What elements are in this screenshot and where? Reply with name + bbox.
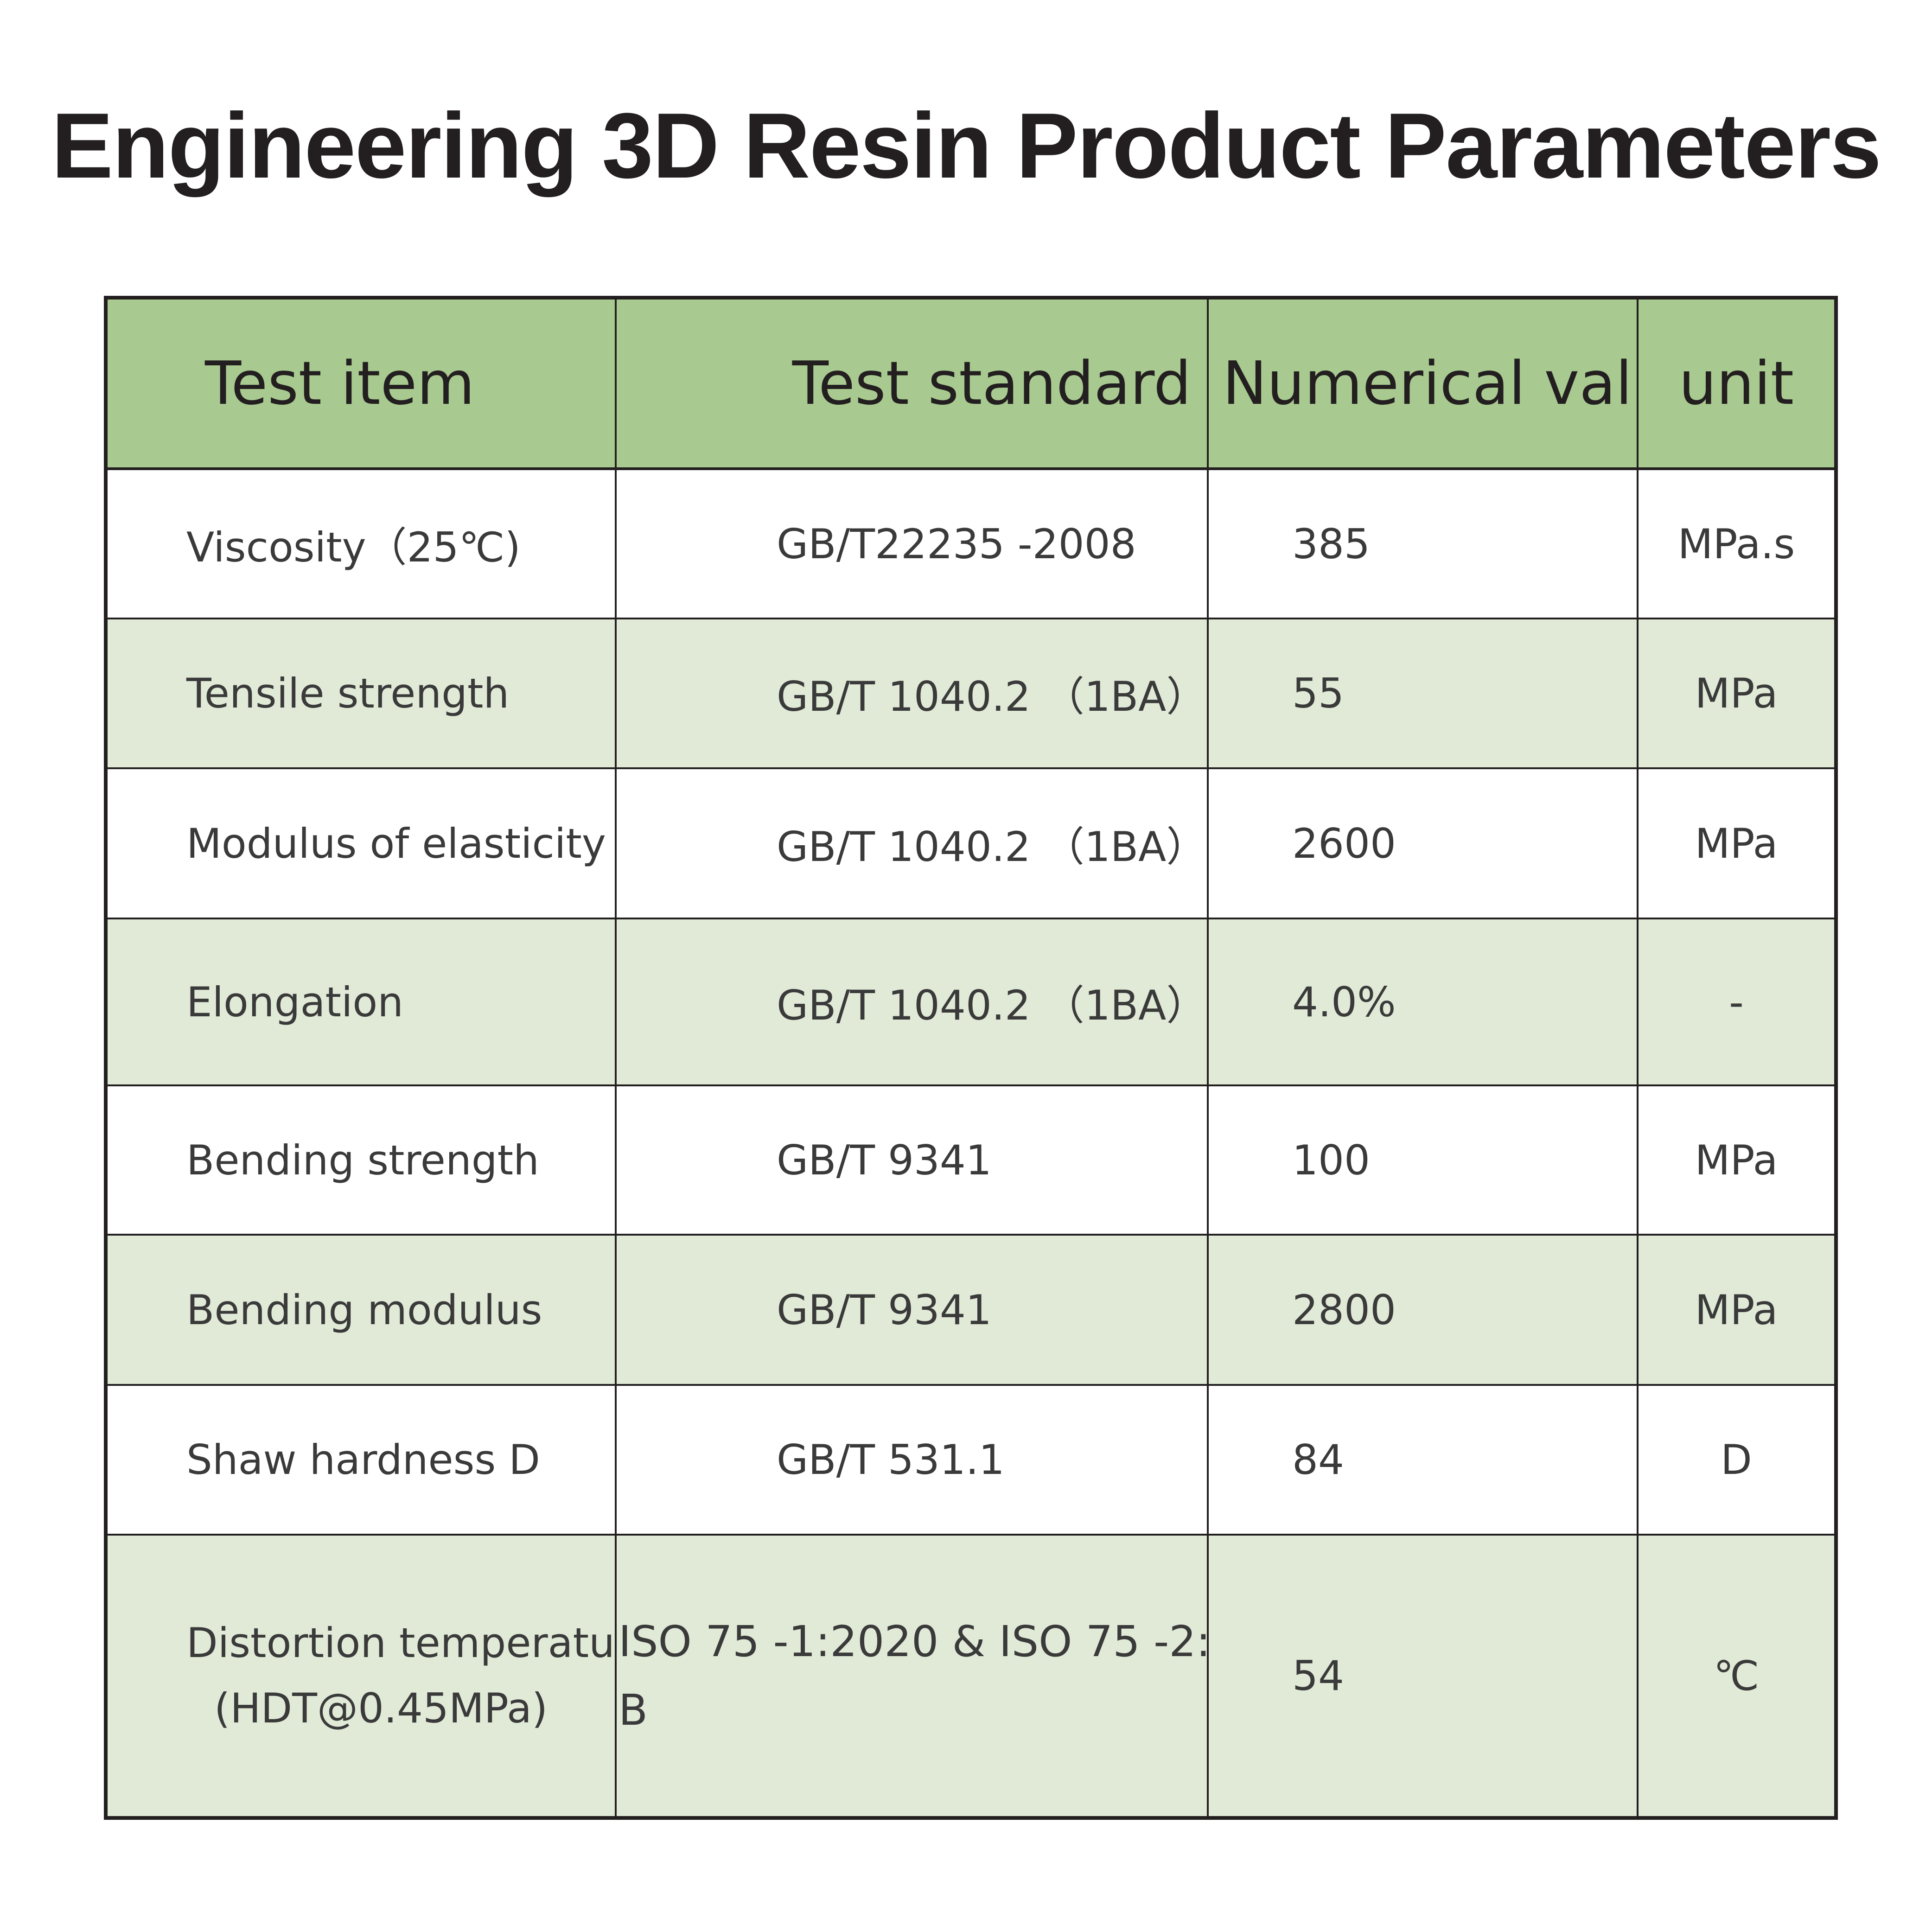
cell-numerical-value: 54 (1209, 1536, 1639, 1816)
cell-test-standard: GB/T 1040.2 （1BA） (617, 769, 1209, 919)
cell-unit: - (1639, 919, 1834, 1086)
cell-numerical-value: 385 (1209, 470, 1639, 619)
test-standard-line: B (618, 1685, 648, 1735)
cell-unit: MPa (1639, 619, 1834, 769)
test-item-line: Distortion temperature (186, 1619, 617, 1667)
cell-test-item: Shaw hardness D (108, 1386, 617, 1536)
header-numerical-value: Numerical value (1209, 300, 1639, 470)
cell-test-item: Bending strength (108, 1086, 617, 1236)
cell-test-item: Viscosity（25℃) (108, 470, 617, 619)
cell-test-item: Bending modulus (108, 1236, 617, 1386)
cell-numerical-value: 2800 (1209, 1236, 1639, 1386)
parameters-table: Test item Test standard Numerical value … (104, 296, 1838, 1820)
cell-test-standard: GB/T 1040.2 （1BA） (617, 619, 1209, 769)
cell-unit: ℃ (1639, 1536, 1834, 1816)
cell-numerical-value: 4.0% (1209, 919, 1639, 1086)
page-title: Engineering 3D Resin Product Parameters (51, 94, 1881, 198)
header-unit: unit (1639, 300, 1834, 470)
cell-unit: MPa (1639, 1086, 1834, 1236)
cell-unit: MPa (1639, 769, 1834, 919)
cell-numerical-value: 100 (1209, 1086, 1639, 1236)
cell-numerical-value: 2600 (1209, 769, 1639, 919)
cell-test-item: Modulus of elasticity (108, 769, 617, 919)
header-test-standard: Test standard (617, 300, 1209, 470)
cell-unit: MPa.s (1639, 470, 1834, 619)
cell-test-standard: GB/T 531.1 (617, 1386, 1209, 1536)
cell-unit: MPa (1639, 1236, 1834, 1386)
cell-test-item: Distortion temperature (HDT@0.45MPa) (108, 1536, 617, 1816)
cell-test-standard: ISO 75 -1:2020 & ISO 75 -2:2013 B (617, 1536, 1209, 1816)
cell-test-standard: GB/T22235 -2008 (617, 470, 1209, 619)
cell-test-standard: GB/T 9341 (617, 1086, 1209, 1236)
header-test-item: Test item (108, 300, 617, 470)
cell-test-standard: GB/T 1040.2 （1BA） (617, 919, 1209, 1086)
cell-test-standard: GB/T 9341 (617, 1236, 1209, 1386)
cell-test-item: Elongation (108, 919, 617, 1086)
test-standard-line: ISO 75 -1:2020 & ISO 75 -2:2013 (618, 1617, 1209, 1667)
cell-numerical-value: 55 (1209, 619, 1639, 769)
test-item-line: (HDT@0.45MPa) (214, 1684, 548, 1732)
cell-test-item: Tensile strength (108, 619, 617, 769)
cell-numerical-value: 84 (1209, 1386, 1639, 1536)
cell-unit: D (1639, 1386, 1834, 1536)
